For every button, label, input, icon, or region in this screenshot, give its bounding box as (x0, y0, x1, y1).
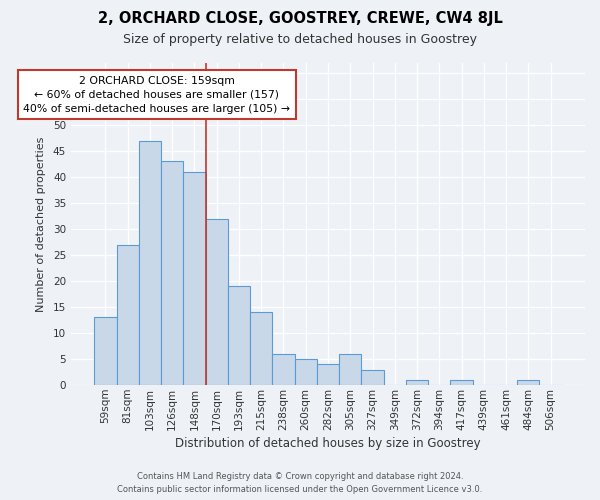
Bar (184, 172, 206, 385)
Bar (272, 354, 295, 385)
Bar (250, 312, 272, 385)
Text: Contains HM Land Registry data © Crown copyright and database right 2024.
Contai: Contains HM Land Registry data © Crown c… (118, 472, 482, 494)
Text: 2, ORCHARD CLOSE, GOOSTREY, CREWE, CW4 8JL: 2, ORCHARD CLOSE, GOOSTREY, CREWE, CW4 8… (98, 12, 502, 26)
Bar (206, 218, 228, 385)
Bar (339, 354, 361, 385)
Bar (295, 359, 317, 385)
Bar (139, 140, 161, 385)
Bar (406, 380, 428, 385)
Text: Size of property relative to detached houses in Goostrey: Size of property relative to detached ho… (123, 32, 477, 46)
Y-axis label: Number of detached properties: Number of detached properties (36, 136, 46, 312)
Bar (228, 286, 250, 385)
Bar (517, 380, 539, 385)
Text: 2 ORCHARD CLOSE: 159sqm
← 60% of detached houses are smaller (157)
40% of semi-d: 2 ORCHARD CLOSE: 159sqm ← 60% of detache… (23, 76, 290, 114)
Bar (451, 380, 473, 385)
Bar (317, 364, 339, 385)
Bar (116, 244, 139, 385)
Bar (161, 162, 184, 385)
Bar (94, 318, 116, 385)
Bar (361, 370, 383, 385)
X-axis label: Distribution of detached houses by size in Goostrey: Distribution of detached houses by size … (175, 437, 481, 450)
